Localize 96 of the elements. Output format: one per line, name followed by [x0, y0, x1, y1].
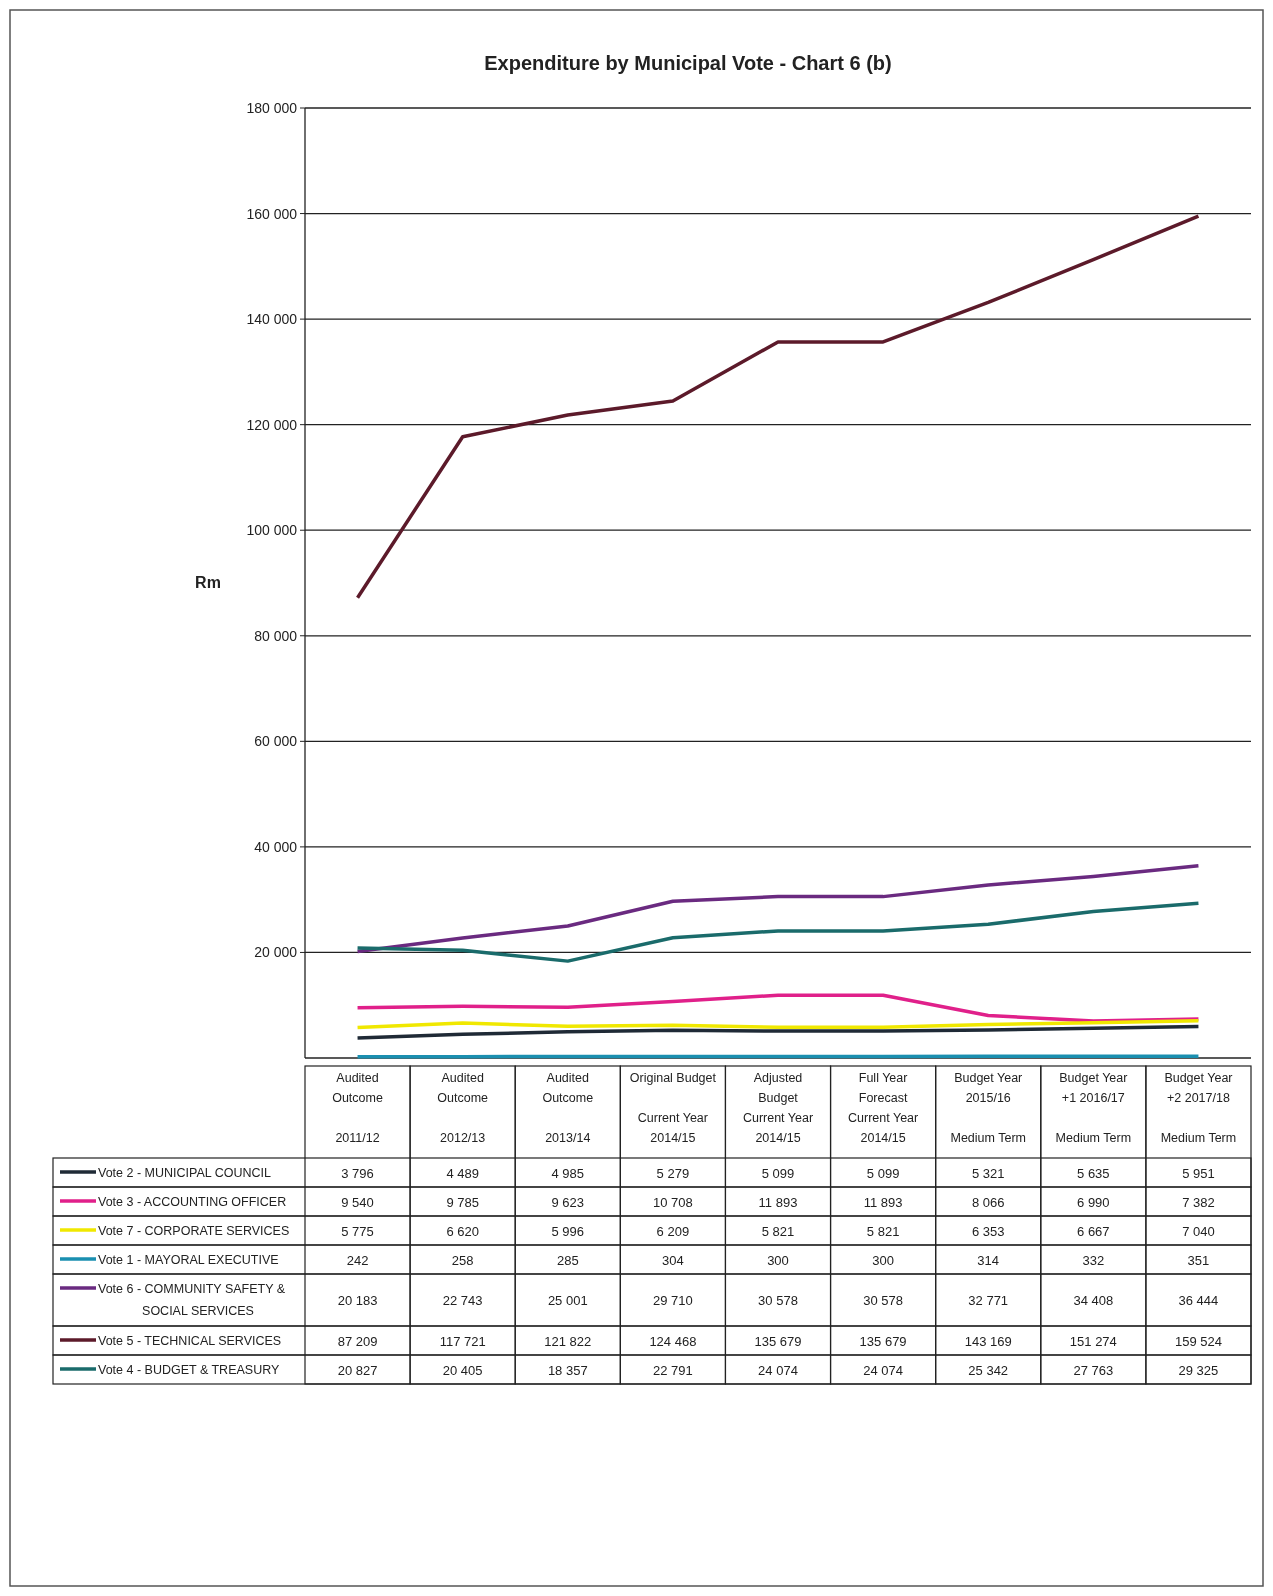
line-series — [355, 1019, 1201, 1030]
data-label: 36 444 — [1178, 1293, 1219, 1308]
line-series — [355, 214, 1201, 600]
data-label: 5 279 — [656, 1165, 690, 1181]
line-series — [355, 863, 1201, 954]
data-label: 5 775 — [341, 1223, 374, 1239]
data-label: 5 821 — [761, 1223, 795, 1239]
y-tick-label: 100 000 — [246, 522, 298, 539]
line-series — [355, 1024, 1201, 1040]
legend-label: Vote 3 - ACCOUNTING OFFICER — [98, 1195, 287, 1209]
x-tick-label: Adjusted Budget Current Year 2014/15 — [742, 1071, 814, 1145]
category-label: Budget Year +2 2017/18 Medium Term — [1160, 1071, 1237, 1145]
data-label: 304 — [662, 1252, 684, 1268]
data-label: 300 — [872, 1252, 894, 1268]
data-label: 143 169 — [964, 1333, 1012, 1349]
y-tick-label: 40 000 — [254, 838, 298, 855]
data-label: 9 540 — [341, 1194, 374, 1210]
x-tick-label: Full Year Forecast Current Year 2014/15 — [848, 1071, 919, 1145]
data-label: 351 — [1187, 1252, 1210, 1268]
data-label: 332 — [1082, 1252, 1105, 1268]
data-label: 6 620 — [446, 1223, 479, 1239]
data-label: 7 382 — [1182, 1194, 1215, 1210]
legend-label: Vote 4 - BUDGET & TREASURY — [98, 1363, 280, 1377]
category-label: Budget Year +1 2016/17 Medium Term — [1055, 1071, 1132, 1145]
data-label: 10 708 — [653, 1194, 693, 1210]
legend-label: Vote 2 - MUNICIPAL COUNCIL — [98, 1166, 272, 1180]
data-label: 5 996 — [551, 1223, 585, 1239]
line-series — [355, 993, 1201, 1023]
category-label: Audited Outcome 2011/12 — [332, 1071, 383, 1145]
category-label: Audited Outcome 2013/14 — [542, 1071, 594, 1145]
data-label: 5 951 — [1182, 1165, 1215, 1181]
data-label: 4 985 — [551, 1165, 585, 1181]
legend-label: Vote 5 - TECHNICAL SERVICES — [98, 1334, 282, 1348]
data-label: 9 623 — [551, 1194, 585, 1210]
data-label: 8 066 — [971, 1194, 1005, 1210]
category-label: Original Budget Current Year 2014/15 — [629, 1071, 716, 1145]
data-label: 34 408 — [1073, 1293, 1114, 1308]
data-label: 5 635 — [1077, 1165, 1110, 1181]
chart-title: Expenditure by Municipal Vote - Chart 6 (b) — [484, 52, 892, 74]
data-label: 9 785 — [446, 1194, 479, 1210]
data-label: 25 001 — [547, 1293, 588, 1308]
data-label: 300 — [767, 1252, 789, 1268]
y-axis-title: Rm — [195, 574, 221, 591]
data-label: 4 489 — [446, 1165, 479, 1181]
data-label: 6 667 — [1077, 1223, 1110, 1239]
data-label: 22 743 — [442, 1293, 483, 1308]
data-label: 135 679 — [754, 1333, 802, 1349]
y-tick-label: 120 000 — [246, 416, 298, 433]
data-label: 29 325 — [1178, 1362, 1219, 1378]
data-label: 314 — [977, 1252, 1000, 1268]
data-label: 6 353 — [971, 1223, 1005, 1239]
y-tick-label: 140 000 — [246, 311, 298, 328]
data-label: 30 578 — [758, 1293, 798, 1308]
data-label: 27 763 — [1073, 1362, 1114, 1378]
data-label: 121 822 — [544, 1333, 592, 1349]
data-label: 159 524 — [1174, 1333, 1222, 1349]
y-tick-label: 180 000 — [246, 100, 298, 116]
data-label: 25 342 — [968, 1362, 1009, 1378]
data-label: 285 — [556, 1252, 579, 1268]
data-label: 124 468 — [649, 1333, 697, 1349]
data-label: 7 040 — [1182, 1223, 1215, 1239]
y-tick-label: 20 000 — [254, 944, 298, 961]
legend-label: Vote 7 - CORPORATE SERVICES — [98, 1224, 290, 1238]
data-label: 11 893 — [758, 1194, 798, 1210]
y-tick-label: 80 000 — [254, 627, 298, 644]
data-label: 87 209 — [337, 1333, 378, 1349]
data-label: 32 771 — [968, 1293, 1009, 1308]
data-label: 24 074 — [758, 1362, 798, 1378]
legend-label: Vote 1 - MAYORAL EXECUTIVE — [98, 1253, 279, 1267]
data-label: 20 405 — [442, 1362, 483, 1378]
category-label: Audited Outcome 2012/13 — [437, 1071, 489, 1145]
data-label: 6 990 — [1077, 1194, 1110, 1210]
data-label: 24 074 — [863, 1362, 903, 1378]
legend-label: Vote 6 - COMMUNITY SAFETY & SOCIAL SERVICES — [98, 1282, 286, 1318]
category-label: Budget Year 2015/16 Medium Term — [950, 1071, 1026, 1145]
data-label: 20 827 — [337, 1362, 378, 1378]
data-label: 117 721 — [439, 1333, 486, 1349]
data-label: 29 710 — [653, 1293, 693, 1308]
data-label: 6 209 — [656, 1223, 690, 1239]
data-label: 22 791 — [653, 1362, 693, 1378]
data-label: 5 821 — [866, 1223, 900, 1239]
data-label: 20 183 — [337, 1293, 378, 1308]
data-label: 135 679 — [859, 1333, 907, 1349]
line-series — [355, 901, 1201, 963]
data-label: 242 — [346, 1252, 369, 1268]
data-label: 5 099 — [866, 1165, 900, 1181]
data-label: 151 274 — [1069, 1333, 1117, 1349]
data-label: 5 099 — [761, 1165, 795, 1181]
data-label: 18 357 — [547, 1362, 588, 1378]
data-label: 30 578 — [863, 1293, 903, 1308]
y-tick-label: 160 000 — [246, 205, 298, 222]
data-label: 11 893 — [863, 1194, 903, 1210]
data-label: 5 321 — [971, 1165, 1005, 1181]
data-label: 3 796 — [341, 1165, 374, 1181]
y-tick-label: 60 000 — [254, 733, 298, 750]
data-label: 258 — [451, 1252, 474, 1268]
